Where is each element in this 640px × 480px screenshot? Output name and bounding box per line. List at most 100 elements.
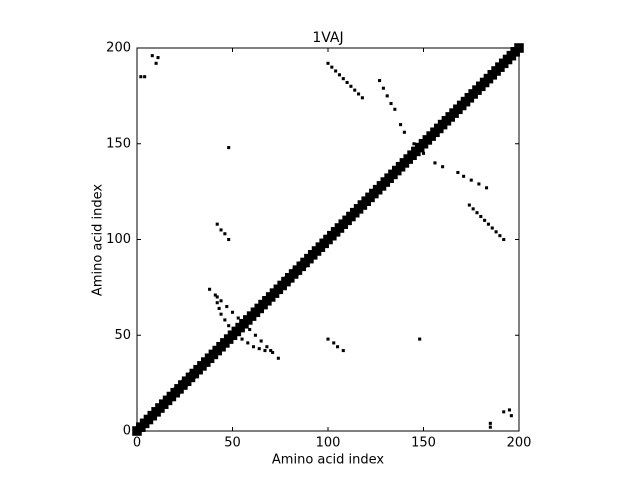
contact-point bbox=[498, 234, 502, 238]
contact-point bbox=[486, 222, 490, 226]
contact-point bbox=[389, 102, 393, 106]
contact-point bbox=[490, 226, 494, 230]
contact-point bbox=[259, 339, 263, 343]
contact-point bbox=[475, 211, 479, 215]
contact-point bbox=[227, 146, 231, 150]
contact-point bbox=[341, 77, 345, 81]
contact-point bbox=[295, 272, 299, 276]
x-tick-label: 0 bbox=[133, 436, 141, 451]
contact-point bbox=[336, 345, 340, 349]
contact-point bbox=[236, 316, 240, 320]
contact-point bbox=[219, 228, 223, 232]
y-tick-label: 0 bbox=[123, 424, 131, 439]
contact-point bbox=[502, 237, 506, 242]
contact-point bbox=[150, 54, 154, 58]
x-axis-label: Amino acid index bbox=[272, 453, 384, 468]
x-tick-label: 100 bbox=[316, 436, 341, 451]
contact-point bbox=[248, 327, 252, 332]
contact-point bbox=[208, 287, 212, 291]
contact-point bbox=[271, 350, 275, 355]
contact-point bbox=[433, 161, 437, 165]
x-tick-label: 50 bbox=[224, 436, 241, 451]
contact-point bbox=[154, 61, 158, 65]
contact-point bbox=[326, 337, 330, 341]
contact-point bbox=[441, 165, 445, 169]
contact-point bbox=[139, 75, 143, 79]
contact-point bbox=[269, 349, 273, 353]
contact-point bbox=[240, 337, 244, 341]
contact-point bbox=[303, 264, 307, 268]
contact-point bbox=[173, 387, 177, 391]
contact-point bbox=[288, 280, 292, 284]
y-tick-label: 200 bbox=[106, 41, 131, 56]
contact-point bbox=[263, 349, 267, 353]
contact-point bbox=[477, 182, 481, 186]
contact-point bbox=[332, 341, 336, 345]
contact-point bbox=[469, 178, 473, 182]
contact-point bbox=[337, 73, 341, 77]
contact-point bbox=[494, 230, 498, 234]
contact-point bbox=[467, 203, 471, 207]
contact-point bbox=[393, 107, 397, 111]
contact-point bbox=[251, 345, 256, 349]
contact-point bbox=[181, 379, 185, 383]
contact-point bbox=[230, 310, 235, 314]
contact-point bbox=[219, 312, 223, 316]
contact-point bbox=[215, 295, 219, 299]
contact-point bbox=[227, 237, 231, 242]
contact-point bbox=[284, 276, 288, 280]
contact-point bbox=[213, 293, 217, 297]
contact-point bbox=[456, 170, 460, 175]
contact-point bbox=[345, 80, 349, 85]
y-tick-label: 150 bbox=[106, 136, 131, 151]
contact-point bbox=[223, 318, 227, 322]
chart-title: 1VAJ bbox=[312, 30, 343, 46]
contact-point bbox=[341, 349, 345, 353]
contact-point bbox=[418, 337, 422, 341]
plot-area bbox=[132, 43, 524, 436]
x-tick-label: 150 bbox=[411, 436, 436, 451]
contact-point bbox=[479, 214, 483, 219]
contact-point bbox=[509, 414, 513, 418]
contact-point bbox=[488, 421, 492, 425]
y-tick-label: 50 bbox=[114, 328, 131, 343]
contact-point bbox=[485, 186, 489, 190]
contact-point bbox=[353, 88, 357, 92]
contact-point bbox=[215, 222, 219, 226]
contact-point bbox=[177, 391, 181, 395]
contact-point bbox=[326, 61, 330, 65]
contact-point bbox=[215, 301, 219, 305]
contact-point bbox=[188, 372, 193, 376]
contact-point bbox=[242, 320, 246, 324]
contact-point bbox=[292, 268, 296, 272]
contact-point bbox=[360, 96, 364, 100]
contact-point bbox=[192, 375, 196, 379]
y-axis-label: Amino acid index bbox=[91, 184, 106, 296]
contact-point bbox=[349, 84, 353, 88]
contact-point bbox=[143, 75, 147, 79]
contact-point bbox=[483, 218, 487, 222]
contact-point bbox=[471, 207, 475, 211]
contact-point bbox=[507, 408, 511, 412]
contact-point bbox=[357, 92, 361, 96]
contact-point bbox=[257, 347, 261, 351]
contact-point bbox=[227, 324, 231, 328]
contact-point bbox=[299, 260, 303, 265]
contact-point bbox=[381, 86, 385, 90]
contact-point bbox=[225, 304, 229, 309]
contact-point bbox=[246, 341, 250, 345]
contact-point bbox=[330, 65, 334, 69]
contact-point bbox=[223, 232, 227, 236]
contact-point bbox=[462, 174, 466, 178]
contact-point bbox=[399, 123, 403, 127]
contact-point bbox=[185, 383, 189, 387]
contact-point bbox=[244, 322, 248, 326]
contact-point bbox=[488, 425, 492, 429]
contact-point bbox=[253, 333, 257, 337]
contact-point bbox=[378, 79, 382, 83]
contact-point bbox=[334, 69, 338, 73]
contact-point bbox=[265, 345, 269, 349]
y-tick-label: 100 bbox=[106, 232, 131, 247]
contact-point bbox=[276, 356, 280, 360]
